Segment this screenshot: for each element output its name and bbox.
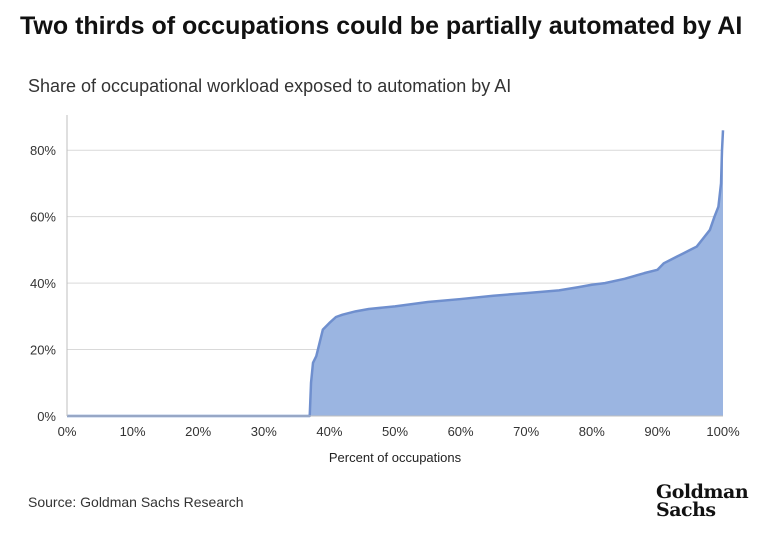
x-tick-label: 50%: [382, 424, 408, 439]
x-tick-label: 80%: [579, 424, 605, 439]
y-tick-label: 40%: [30, 276, 56, 291]
logo-line-2: Sachs: [656, 499, 716, 521]
area-series: [67, 130, 725, 418]
logo-line-1: Goldman: [656, 481, 749, 503]
axes: [66, 115, 723, 417]
x-tick-label: 40%: [316, 424, 342, 439]
y-tick-label: 60%: [30, 210, 56, 225]
x-tick-label: 90%: [644, 424, 670, 439]
x-tick-label: 100%: [706, 424, 740, 439]
x-tick-label: 70%: [513, 424, 539, 439]
y-tick-label: 20%: [30, 343, 56, 358]
x-tick-label: 20%: [185, 424, 211, 439]
goldman-sachs-logo: Goldman Sachs: [656, 481, 756, 521]
x-tick-label: 10%: [120, 424, 146, 439]
chart-title: Two thirds of occupations could be parti…: [20, 12, 743, 40]
source-note: Source: Goldman Sachs Research: [28, 494, 244, 510]
chart-subtitle: Share of occupational workload exposed t…: [28, 76, 512, 96]
x-tick-label: 60%: [448, 424, 474, 439]
y-axis-tick-labels: 0% 20% 40% 60% 80%: [30, 143, 56, 424]
y-tick-label: 80%: [30, 143, 56, 158]
x-axis-title: Percent of occupations: [329, 450, 462, 465]
area-fill: [67, 130, 723, 417]
x-tick-label: 30%: [251, 424, 277, 439]
area-outline: [67, 130, 725, 418]
area-chart: 0% 20% 40% 60% 80% 0% 10% 20% 30% 40% 50% 60% 70% 80…: [30, 115, 740, 465]
x-axis-tick-labels: 0% 10% 20% 30% 40% 50% 60% 70% 80% 90% 100%: [58, 424, 740, 439]
x-tick-label: 0%: [58, 424, 77, 439]
y-tick-label: 0%: [37, 409, 56, 424]
